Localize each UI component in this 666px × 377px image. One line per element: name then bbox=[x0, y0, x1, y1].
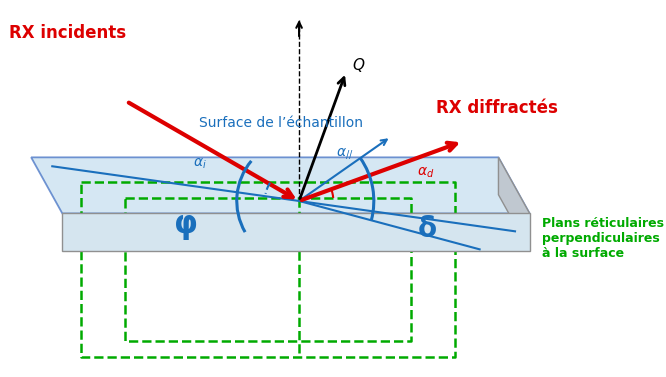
Text: $\alpha_i$: $\alpha_i$ bbox=[193, 156, 207, 171]
Text: Plans réticulaires
perpendiculaires
à la surface: Plans réticulaires perpendiculaires à la… bbox=[542, 217, 664, 260]
Text: $\alpha_d$: $\alpha_d$ bbox=[418, 166, 435, 180]
Polygon shape bbox=[31, 157, 529, 213]
Text: RX diffractés: RX diffractés bbox=[436, 98, 558, 116]
Polygon shape bbox=[63, 213, 529, 251]
Text: $\alpha_{//}$: $\alpha_{//}$ bbox=[336, 147, 354, 162]
Polygon shape bbox=[498, 157, 529, 251]
Text: RX incidents: RX incidents bbox=[9, 24, 127, 42]
Text: Q: Q bbox=[352, 58, 364, 74]
Text: δ: δ bbox=[418, 215, 437, 243]
Text: Surface de l’échantillon: Surface de l’échantillon bbox=[199, 116, 364, 130]
Text: φ: φ bbox=[174, 211, 198, 241]
